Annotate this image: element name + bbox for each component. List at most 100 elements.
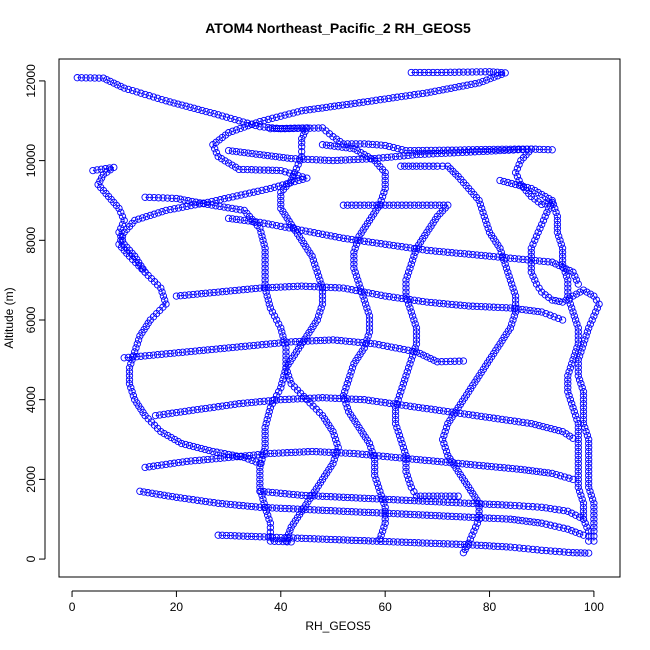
- data-point: [485, 514, 494, 522]
- data-point: [259, 495, 267, 503]
- data-point: [510, 304, 518, 313]
- data-point: [479, 77, 487, 86]
- data-point: [529, 272, 537, 280]
- data-point: [421, 150, 429, 158]
- data-point: [343, 285, 352, 293]
- data-point: [89, 166, 97, 175]
- data-point: [494, 253, 502, 261]
- data-point: [348, 235, 356, 244]
- data-point: [460, 410, 469, 418]
- data-point: [149, 462, 158, 470]
- data-point: [528, 467, 537, 475]
- data-point: [317, 304, 325, 312]
- data-point: [285, 395, 293, 403]
- data-point: [521, 466, 529, 474]
- data-point: [278, 124, 287, 133]
- data-point: [260, 503, 268, 512]
- data-point: [407, 68, 415, 77]
- data-point: [401, 162, 409, 170]
- data-point: [473, 513, 481, 522]
- data-point: [124, 353, 133, 362]
- data-point: [197, 405, 206, 413]
- y-tick-label: 8000: [24, 227, 38, 254]
- data-point: [532, 232, 541, 240]
- data-point: [462, 148, 471, 156]
- data-point: [310, 229, 318, 237]
- data-point: [141, 90, 149, 99]
- data-point: [519, 418, 527, 427]
- data-point: [256, 123, 264, 131]
- data-point: [473, 412, 481, 420]
- data-point: [228, 161, 236, 169]
- data-point: [451, 357, 459, 365]
- data-point: [494, 542, 502, 551]
- data-point: [291, 124, 299, 132]
- data-point: [235, 501, 243, 509]
- data-point: [502, 304, 510, 312]
- data-point: [189, 290, 197, 299]
- data-point: [575, 530, 584, 538]
- data-point: [318, 535, 327, 543]
- data-point: [431, 201, 439, 209]
- data-point: [289, 490, 297, 499]
- data-point: [180, 196, 188, 204]
- data-point: [398, 201, 406, 209]
- data-point: [469, 513, 477, 522]
- data-point: [520, 544, 528, 553]
- y-tick-label: 4000: [24, 386, 38, 413]
- data-point: [471, 80, 479, 88]
- data-point: [375, 452, 383, 460]
- data-point: [266, 528, 275, 536]
- data-point: [377, 240, 385, 248]
- data-point: [302, 491, 310, 500]
- data-point: [425, 456, 433, 465]
- data-point: [291, 448, 300, 456]
- data-point: [274, 182, 283, 190]
- data-point: [270, 537, 279, 545]
- data-point: [170, 349, 178, 357]
- data-point: [310, 283, 318, 291]
- data-point: [352, 536, 360, 545]
- data-point: [277, 196, 285, 205]
- profile-line: [228, 217, 579, 285]
- data-point: [539, 422, 547, 431]
- data-point: [176, 195, 184, 203]
- data-point: [197, 444, 205, 453]
- data-point: [574, 451, 582, 460]
- data-point: [360, 150, 368, 159]
- data-point: [125, 376, 134, 384]
- data-point: [350, 360, 358, 368]
- data-point: [309, 256, 318, 264]
- data-point: [465, 513, 473, 521]
- data-point: [252, 398, 260, 406]
- data-point: [268, 488, 277, 497]
- data-point: [534, 307, 542, 316]
- data-point: [124, 85, 133, 94]
- data-point: [565, 266, 574, 275]
- data-point: [455, 68, 463, 76]
- data-point: [501, 69, 509, 77]
- data-point: [134, 215, 143, 223]
- data-point: [179, 458, 187, 466]
- data-point: [497, 248, 505, 256]
- data-point: [289, 225, 297, 233]
- data-point: [510, 145, 519, 153]
- data-point: [239, 399, 247, 407]
- data-point: [531, 420, 539, 429]
- data-point: [93, 166, 101, 174]
- data-point: [398, 510, 406, 518]
- data-point: [360, 288, 368, 296]
- data-point: [160, 410, 168, 419]
- data-point: [278, 328, 286, 336]
- data-point: [298, 147, 306, 156]
- data-point: [543, 423, 551, 432]
- data-point: [421, 492, 429, 500]
- data-point: [339, 493, 348, 501]
- data-point: [356, 536, 364, 545]
- data-point: [250, 188, 258, 196]
- data-point: [343, 100, 351, 109]
- data-point: [381, 509, 389, 517]
- data-point: [310, 105, 318, 113]
- data-point: [170, 99, 178, 107]
